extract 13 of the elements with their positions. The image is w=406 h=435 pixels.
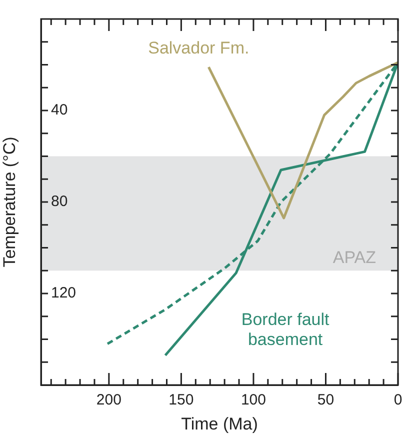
x-axis-title: Time (Ma) (181, 414, 258, 434)
band-label: APAZ (332, 248, 376, 267)
x-tick-label: 200 (96, 392, 122, 409)
series-label: Salvador Fm. (148, 38, 250, 58)
x-tick-label: 0 (394, 392, 402, 409)
y-tick-label: 40 (51, 102, 68, 119)
x-tick-label: 100 (240, 392, 266, 409)
series-label: Border fault basement (241, 310, 330, 349)
y-tick-label: 80 (51, 193, 68, 210)
y-tick-label: 120 (51, 284, 76, 302)
x-tick-label: 150 (168, 392, 194, 409)
y-axis-title: Temperature (°C) (0, 136, 19, 268)
x-tick-label: 50 (317, 392, 334, 409)
